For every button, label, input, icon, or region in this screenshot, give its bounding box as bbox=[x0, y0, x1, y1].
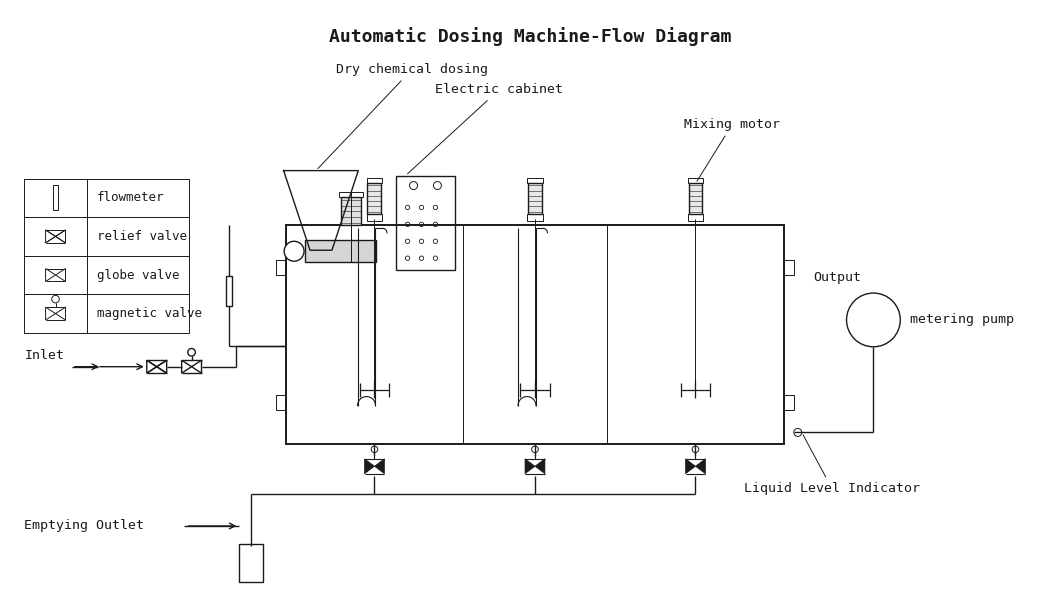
Text: Automatic Dosing Machine-Flow Diagram: Automatic Dosing Machine-Flow Diagram bbox=[329, 27, 731, 46]
Bar bbox=[367, 178, 383, 183]
Text: Liquid Level Indicator: Liquid Level Indicator bbox=[744, 435, 920, 495]
Text: Dry chemical dosing: Dry chemical dosing bbox=[318, 63, 488, 169]
Text: magnetic valve: magnetic valve bbox=[96, 307, 201, 320]
Circle shape bbox=[52, 295, 59, 303]
Text: Emptying Outlet: Emptying Outlet bbox=[24, 520, 144, 532]
Text: Mixing motor: Mixing motor bbox=[685, 118, 780, 181]
Bar bbox=[286, 225, 783, 444]
Bar bbox=[783, 394, 794, 410]
Polygon shape bbox=[525, 459, 535, 474]
Circle shape bbox=[409, 182, 418, 189]
Bar bbox=[783, 260, 794, 275]
Circle shape bbox=[284, 241, 304, 261]
Polygon shape bbox=[535, 459, 545, 474]
Circle shape bbox=[371, 446, 377, 453]
Bar bbox=[277, 260, 286, 275]
Text: Electric cabinet: Electric cabinet bbox=[408, 83, 564, 174]
Text: flowmeter: flowmeter bbox=[96, 191, 164, 204]
Polygon shape bbox=[365, 459, 374, 474]
Bar bbox=[688, 214, 704, 221]
Bar bbox=[527, 178, 543, 183]
Bar bbox=[688, 178, 704, 183]
Bar bbox=[528, 183, 542, 214]
Bar bbox=[527, 214, 543, 221]
Bar bbox=[367, 214, 383, 221]
Text: metering pump: metering pump bbox=[911, 313, 1014, 327]
Circle shape bbox=[434, 182, 441, 189]
Bar bbox=[53, 185, 58, 211]
Bar bbox=[341, 197, 360, 225]
Bar bbox=[277, 394, 286, 410]
Bar bbox=[689, 183, 703, 214]
Polygon shape bbox=[374, 459, 385, 474]
Circle shape bbox=[692, 446, 699, 453]
Bar bbox=[227, 276, 232, 306]
Polygon shape bbox=[686, 459, 695, 474]
Bar bbox=[339, 192, 363, 197]
Circle shape bbox=[188, 348, 195, 356]
Bar bbox=[395, 175, 456, 270]
Text: Output: Output bbox=[814, 270, 862, 284]
Bar bbox=[368, 183, 382, 214]
Text: Inlet: Inlet bbox=[24, 348, 65, 362]
Polygon shape bbox=[695, 459, 706, 474]
Circle shape bbox=[532, 446, 538, 453]
Text: globe valve: globe valve bbox=[96, 269, 179, 281]
Bar bbox=[24, 178, 189, 333]
Bar bbox=[305, 240, 375, 262]
Circle shape bbox=[847, 293, 900, 347]
Circle shape bbox=[794, 428, 801, 436]
Bar bbox=[240, 544, 263, 582]
Text: relief valve: relief valve bbox=[96, 230, 187, 243]
